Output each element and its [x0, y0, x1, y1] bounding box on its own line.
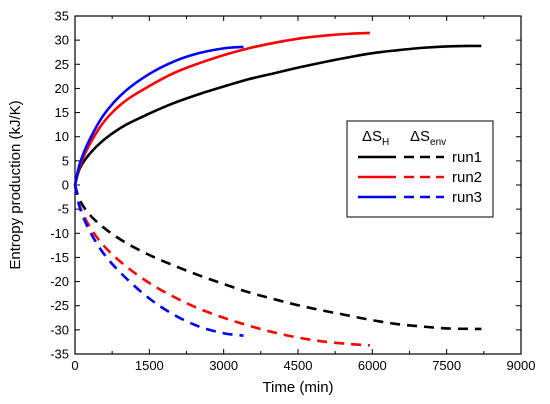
run3-dSenv-line: [73, 184, 244, 337]
legend: ΔSH ΔSenv run1 run2 run3: [346, 120, 494, 218]
y-tick-label: -20: [50, 274, 69, 289]
y-tick-label: -35: [50, 347, 69, 362]
run1-dSH-line: [73, 44, 482, 186]
run3-dSH-line: [73, 45, 244, 186]
run2-dSenv-line: [73, 184, 370, 347]
x-tick-label: 7500: [432, 358, 461, 373]
legend-header-solid-sub: H: [382, 137, 389, 148]
y-tick-label: 35: [55, 9, 69, 24]
legend-run2-label: run2: [452, 169, 482, 186]
run2-dSH-line: [73, 31, 370, 186]
legend-header-dashed: ΔSenv: [410, 128, 446, 148]
legend-run3-label: run3: [452, 189, 482, 206]
y-tick-label: 10: [55, 129, 69, 144]
legend-header-solid: ΔSH: [362, 128, 389, 148]
x-tick-label: 1500: [135, 358, 164, 373]
legend-header-dashed-main: ΔS: [410, 128, 430, 145]
y-tick-label: 30: [55, 33, 69, 48]
y-tick-label: 25: [55, 57, 69, 72]
y-tick-label: 20: [55, 81, 69, 96]
y-tick-label: -10: [50, 226, 69, 241]
y-tick-label: 5: [62, 153, 69, 168]
y-tick-label: -30: [50, 322, 69, 337]
x-axis-title: Time (min): [262, 379, 333, 396]
x-tick-label: 0: [71, 358, 78, 373]
y-axis-title: Entropy production (kJ/K): [7, 100, 24, 269]
legend-header-dashed-sub: env: [430, 137, 446, 148]
y-tick-label: -15: [50, 250, 69, 265]
y-tick-label: 0: [62, 178, 69, 193]
x-tick-label: 3000: [209, 358, 238, 373]
y-tick-label: -25: [50, 298, 69, 313]
legend-header-solid-main: ΔS: [362, 128, 382, 145]
x-tick-label: 4500: [284, 358, 313, 373]
legend-run1-label: run1: [452, 149, 482, 166]
series-lines: [73, 31, 482, 347]
x-tick-label: 9000: [507, 358, 536, 373]
y-tick-label: -5: [57, 202, 69, 217]
axis-ticks: 0 1500 3000 4500 6000 7500 9000 -35 -30 -25 -20 -15…: [50, 9, 535, 374]
y-tick-label: 15: [55, 105, 69, 120]
legend-box: [346, 120, 494, 218]
run1-dSenv-line: [73, 184, 482, 331]
x-tick-label: 6000: [358, 358, 387, 373]
